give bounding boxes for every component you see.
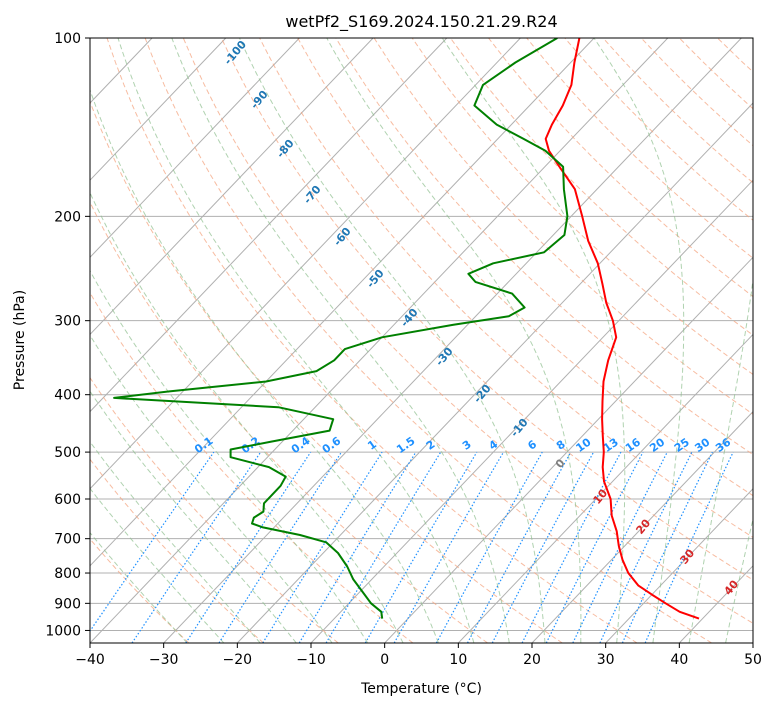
mixing-ratio-label: 0.6: [320, 434, 344, 456]
x-tick-label: 10: [449, 652, 467, 668]
y-tick-label: 200: [54, 209, 81, 225]
x-tick-label: 30: [597, 652, 615, 668]
dry-adiabat-label: -80: [274, 137, 297, 161]
dry-adiabat-line: [527, 38, 775, 643]
mixing-ratio-label: 3: [460, 438, 474, 453]
moist-adiabat-line: [0, 38, 224, 643]
mixing-ratio-line: [436, 452, 542, 643]
mixing-ratio-line: [522, 452, 621, 643]
moist-adiabat-line: [240, 38, 546, 643]
x-tick-label: −30: [149, 652, 179, 668]
moist-adiabat-line: [172, 38, 510, 643]
temperature-profile-line: [546, 38, 699, 619]
moist-adiabat-line: [74, 38, 439, 643]
x-axis-label: Temperature (°C): [360, 681, 482, 697]
y-tick-label: 900: [54, 596, 81, 612]
dry-adiabat-label: -30: [433, 345, 456, 369]
moist-adiabat-line: [0, 38, 296, 643]
y-tick-label: 300: [54, 314, 81, 330]
mixing-ratio-line: [82, 452, 214, 643]
y-tick-label: 100: [54, 31, 81, 47]
moist-adiabat-line: [726, 38, 775, 643]
dry-adiabat-line: [450, 38, 775, 643]
dry-adiabat-label: -100: [221, 38, 249, 68]
y-tick-label: 600: [54, 492, 81, 508]
isotherm-line: [0, 38, 373, 643]
x-tick-label: −40: [75, 652, 105, 668]
mixing-ratio-line: [219, 452, 342, 643]
x-tick-label: 40: [670, 652, 688, 668]
mixing-ratio-label: 6: [525, 438, 539, 453]
mixing-ratio-line: [186, 452, 311, 643]
dry-adiabat-line: [145, 38, 712, 643]
x-axis: −40 −30 −20 −10 0 10 20 30 40 50: [75, 643, 762, 668]
x-tick-label: 50: [744, 652, 762, 668]
mixing-ratio-line: [299, 452, 416, 643]
y-axis: 100 200 300 400 500 600 700 800 900 1000: [45, 31, 90, 639]
dry-adiabat-line: [0, 38, 413, 643]
moist-adiabat-line: [0, 38, 332, 643]
y-axis-label: Pressure (hPa): [12, 290, 28, 390]
dry-adiabat-label: -70: [301, 183, 324, 207]
y-tick-label: 700: [54, 532, 81, 548]
moist-adiabat-line: [0, 38, 260, 643]
mixing-ratio-label: 2: [424, 438, 438, 453]
mixing-ratio-label: 4: [487, 438, 501, 453]
moist-adiabat-line: [442, 38, 625, 643]
dry-adiabat-line: [756, 38, 775, 643]
y-tick-label: 400: [54, 388, 81, 404]
mixing-ratio-label: 1.5: [394, 434, 417, 456]
moist-adiabat-line: [327, 38, 581, 643]
x-tick-label: 0: [380, 652, 389, 668]
dry-adiabat-line: [718, 38, 775, 643]
isotherm-line: [164, 38, 742, 643]
dry-adiabat-line: [489, 38, 775, 643]
grid-layer: [0, 38, 775, 643]
y-tick-label: 500: [54, 445, 81, 461]
dewpoint-profile-line: [114, 38, 567, 619]
dry-adiabat-line: [641, 38, 775, 643]
moist-adiabat-line: [6, 38, 368, 643]
plot-frame: [90, 38, 753, 643]
dry-adiabat-label: -40: [398, 306, 421, 330]
mixing-ratio-line: [132, 452, 261, 643]
dry-adiabat-line: [565, 38, 775, 643]
chart-title: wetPf2_S169.2024.150.21.29.R24: [285, 12, 557, 32]
x-tick-label: −10: [296, 652, 326, 668]
mixing-ratio-line: [468, 452, 571, 643]
isotherm-line: [90, 38, 668, 643]
moist-adiabat-line: [118, 38, 474, 643]
isotherm-line: [385, 38, 775, 643]
isotherm-line: [0, 38, 299, 643]
moist-adiabat-line: [37, 38, 403, 643]
isotherm-line: [0, 38, 5, 643]
dry-adiabat-label: -90: [248, 88, 271, 112]
isotherm-line: [16, 38, 594, 643]
mixing-ratio-line: [546, 452, 643, 643]
isotherm-line: [753, 38, 775, 643]
isotherm-line: [0, 38, 226, 643]
y-tick-label: 800: [54, 566, 81, 582]
x-tick-label: 20: [523, 652, 541, 668]
x-tick-label: −20: [223, 652, 253, 668]
mixing-ratio-line: [263, 452, 382, 643]
dry-adiabat-line: [412, 38, 775, 643]
background-lines-layer: [0, 38, 775, 643]
dry-adiabat-label: -50: [364, 267, 387, 291]
y-tick-label: 1000: [45, 623, 81, 639]
dry-adiabat-line: [0, 38, 189, 643]
dry-adiabat-label: -60: [331, 225, 354, 249]
dry-adiabat-label: -20: [471, 382, 494, 406]
